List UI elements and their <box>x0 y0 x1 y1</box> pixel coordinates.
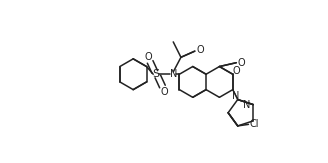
Text: O: O <box>238 58 246 68</box>
Text: O: O <box>196 45 204 55</box>
Text: O: O <box>160 87 168 97</box>
Text: N: N <box>243 100 251 110</box>
Text: S: S <box>153 69 160 79</box>
Text: Cl: Cl <box>250 119 259 129</box>
Text: N: N <box>170 69 177 79</box>
Text: O: O <box>145 52 153 61</box>
Text: O: O <box>233 66 240 76</box>
Text: N: N <box>233 91 240 102</box>
